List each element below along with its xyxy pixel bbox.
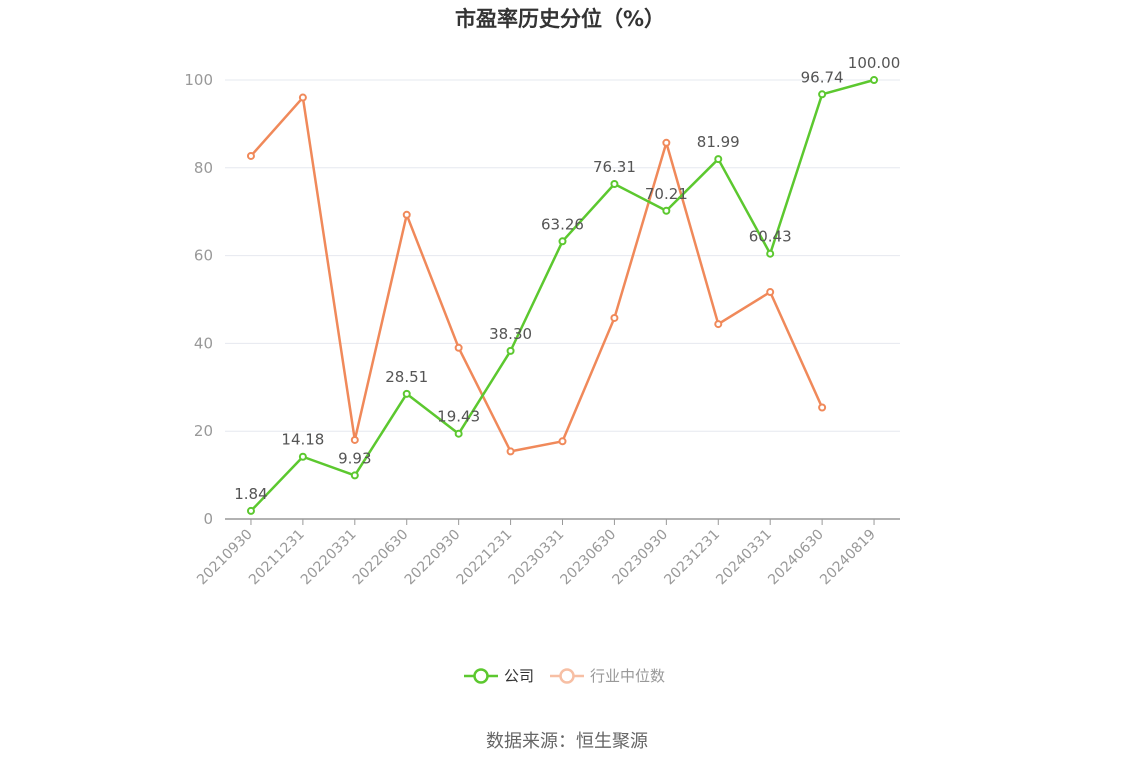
data-point[interactable] (766, 288, 775, 297)
grid-lines (225, 79, 900, 432)
data-label: 9.93 (338, 449, 371, 467)
series-layer (246, 76, 879, 515)
data-point[interactable] (350, 435, 359, 444)
data-point[interactable] (818, 403, 827, 412)
data-point[interactable] (818, 90, 827, 99)
x-tick-label: 20231231 (661, 527, 723, 589)
series-line (250, 96, 824, 453)
data-point[interactable] (662, 138, 671, 147)
data-point[interactable] (298, 93, 307, 102)
data-label: 63.26 (541, 215, 584, 233)
data-label: 100.00 (848, 54, 901, 72)
y-tick-label: 80 (194, 159, 213, 177)
legend-marker-industry (559, 668, 575, 684)
data-label: 60.43 (749, 228, 792, 246)
legend-item-industry[interactable]: 行业中位数 (550, 667, 665, 685)
y-tick-label: 40 (194, 334, 213, 352)
x-tick-label: 20220930 (402, 527, 464, 589)
data-point[interactable] (714, 320, 723, 329)
data-point[interactable] (350, 471, 359, 480)
data-label: 28.51 (385, 368, 428, 386)
data-point[interactable] (610, 313, 619, 322)
data-point[interactable] (766, 249, 775, 258)
data-point[interactable] (506, 447, 515, 456)
data-point[interactable] (454, 429, 463, 438)
x-axis: 2021093020211231202203312022063020220930… (194, 518, 900, 589)
data-point[interactable] (558, 437, 567, 446)
legend-label-company: 公司 (504, 667, 534, 685)
series-line (250, 78, 875, 512)
data-point[interactable] (454, 343, 463, 352)
data-label: 19.43 (437, 408, 480, 426)
data-label: 38.30 (489, 325, 532, 343)
data-point[interactable] (506, 346, 515, 355)
x-tick-label: 20230930 (609, 527, 671, 589)
x-tick-label: 20240819 (817, 527, 879, 589)
legend-label-industry: 行业中位数 (590, 667, 665, 685)
x-tick-label: 20210930 (194, 527, 256, 589)
series-company (246, 76, 879, 515)
y-tick-label: 100 (184, 71, 213, 89)
chart-title: 市盈率历史分位（%） (455, 7, 665, 31)
legend-item-company[interactable]: 公司 (464, 667, 534, 685)
data-point[interactable] (402, 389, 411, 398)
data-label: 81.99 (697, 133, 740, 151)
data-point[interactable] (298, 452, 307, 461)
data-point[interactable] (246, 151, 255, 160)
x-tick-label: 20230630 (558, 527, 620, 589)
y-tick-label: 0 (203, 510, 213, 528)
y-axis-ticks: 0 20 40 60 80 100 (184, 71, 213, 528)
series-industry-median (246, 93, 827, 456)
data-labels: 1.84 14.18 9.93 28.51 19.43 38.30 63.26 76.31 70… (234, 54, 900, 503)
data-source: 数据来源：恒生聚源 (486, 731, 648, 752)
x-tick-label: 20240331 (713, 527, 775, 589)
data-point[interactable] (662, 206, 671, 215)
legend: 公司 行业中位数 (464, 667, 665, 685)
data-label: 96.74 (801, 68, 844, 86)
x-tick-label: 20220630 (350, 527, 412, 589)
legend-marker-company (473, 668, 489, 684)
x-tick-label: 20230331 (506, 527, 568, 589)
data-label: 76.31 (593, 158, 636, 176)
data-label: 14.18 (281, 431, 324, 449)
data-point[interactable] (870, 76, 879, 84)
y-tick-label: 60 (194, 247, 213, 265)
data-label: 1.84 (234, 485, 267, 503)
x-tick-label: 20221231 (454, 527, 516, 589)
data-point[interactable] (610, 179, 619, 188)
data-point[interactable] (402, 210, 411, 219)
x-tick-label: 20211231 (246, 527, 308, 589)
data-point[interactable] (714, 155, 723, 164)
data-point[interactable] (558, 237, 567, 246)
data-point[interactable] (246, 506, 255, 515)
y-tick-label: 20 (194, 422, 213, 440)
x-tick-label: 20240630 (765, 527, 827, 589)
x-tick-label: 20220331 (298, 527, 360, 589)
data-label: 70.21 (645, 185, 688, 203)
